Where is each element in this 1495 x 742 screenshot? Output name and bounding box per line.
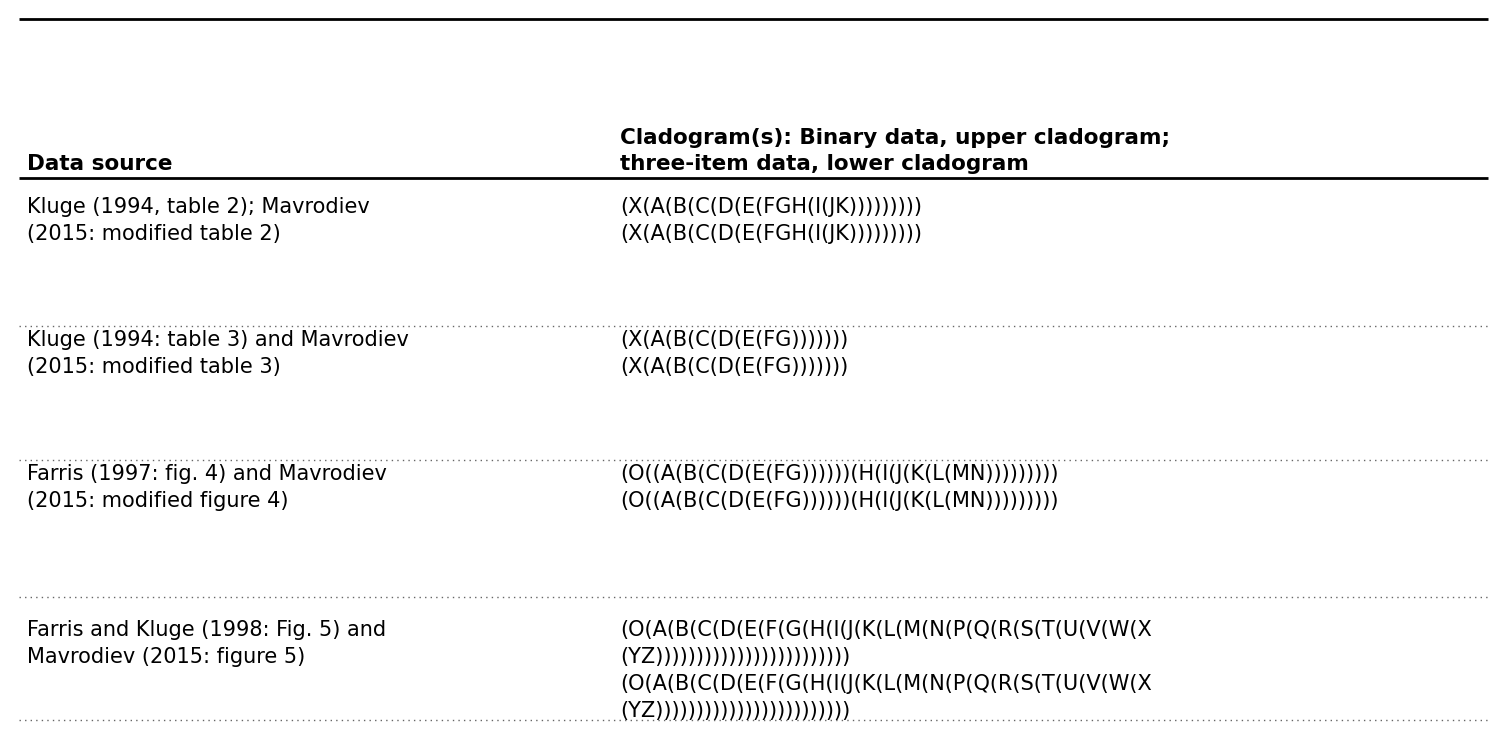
Text: Data source: Data source (27, 154, 172, 174)
Text: (O(A(B(C(D(E(F(G(H(I(J(K(L(M(N(P(Q(R(S(T(U(V(W(X
(YZ))))))))))))))))))))))))
(O(: (O(A(B(C(D(E(F(G(H(I(J(K(L(M(N(P(Q(R(S(T… (620, 620, 1153, 721)
Text: Kluge (1994, table 2); Mavrodiev
(2015: modified table 2): Kluge (1994, table 2); Mavrodiev (2015: … (27, 197, 369, 244)
Text: Cladogram(s): Binary data, upper cladogram;
three-item data, lower cladogram: Cladogram(s): Binary data, upper cladogr… (620, 128, 1171, 174)
Text: Farris (1997: fig. 4) and Mavrodiev
(2015: modified figure 4): Farris (1997: fig. 4) and Mavrodiev (201… (27, 464, 387, 511)
Text: (X(A(B(C(D(E(FG)))))))
(X(A(B(C(D(E(FG))))))): (X(A(B(C(D(E(FG))))))) (X(A(B(C(D(E(FG))… (620, 330, 849, 378)
Text: Kluge (1994: table 3) and Mavrodiev
(2015: modified table 3): Kluge (1994: table 3) and Mavrodiev (201… (27, 330, 408, 378)
Text: (O((A(B(C(D(E(FG))))))(H(I(J(K(L(MN)))))))))
(O((A(B(C(D(E(FG))))))(H(I(J(K(L(MN: (O((A(B(C(D(E(FG))))))(H(I(J(K(L(MN)))))… (620, 464, 1058, 511)
Text: (X(A(B(C(D(E(FGH(I(JK)))))))))
(X(A(B(C(D(E(FGH(I(JK))))))))): (X(A(B(C(D(E(FGH(I(JK))))))))) (X(A(B(C(… (620, 197, 922, 244)
Text: Farris and Kluge (1998: Fig. 5) and
Mavrodiev (2015: figure 5): Farris and Kluge (1998: Fig. 5) and Mavr… (27, 620, 386, 667)
